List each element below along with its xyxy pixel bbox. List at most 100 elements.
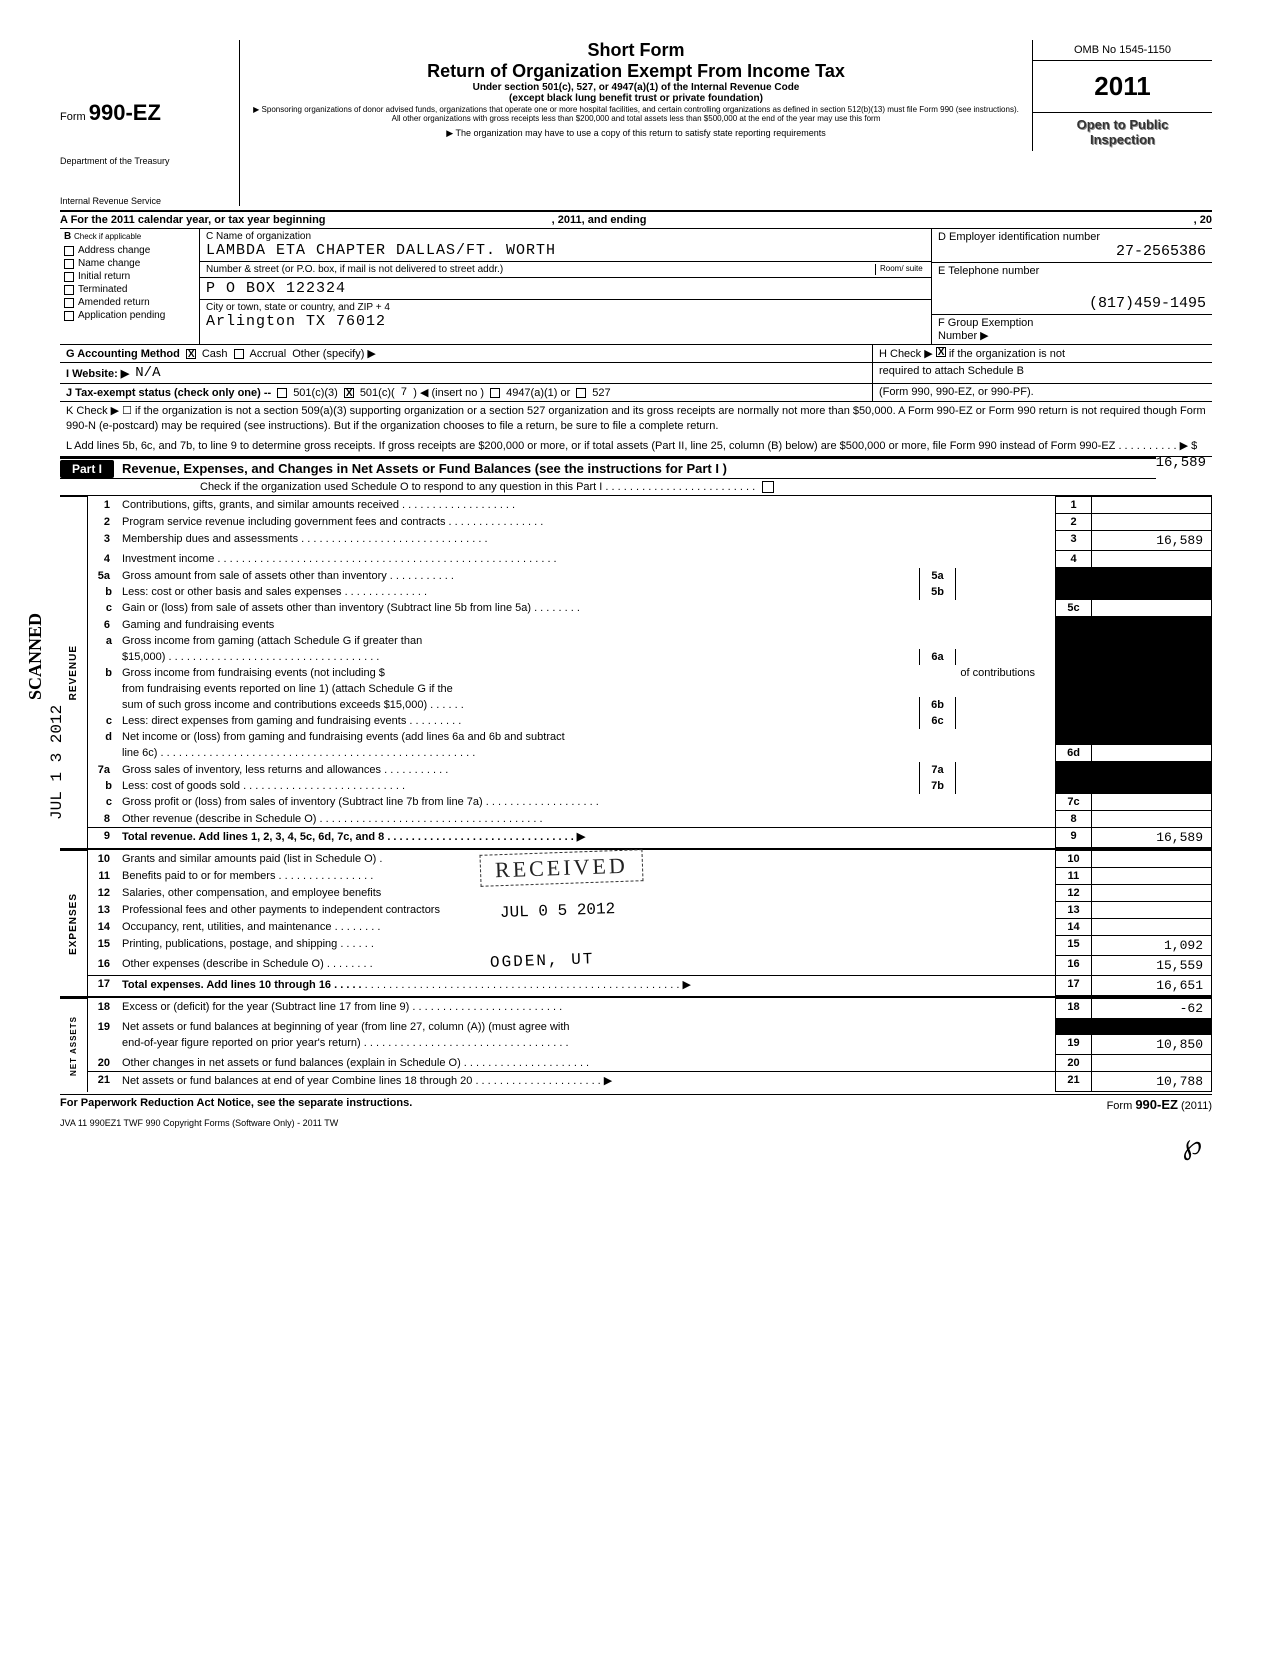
line-box: 3 xyxy=(1056,531,1092,551)
chk-name-change[interactable]: Name change xyxy=(60,257,199,270)
inner-box: 7a xyxy=(920,762,956,778)
omb-number: OMB No 1545-1150 xyxy=(1033,40,1212,61)
line-desc: Less: cost of goods sold . . . . . . . .… xyxy=(118,778,920,794)
shade-cell xyxy=(1056,584,1092,600)
scanned-stamp: SCANNED xyxy=(25,613,46,700)
city-row: City or town, state or country, and ZIP … xyxy=(200,300,931,332)
line-val xyxy=(1092,514,1212,531)
footer-right: Form 990-EZ (2011) xyxy=(1107,1097,1212,1112)
checkbox-4947-icon[interactable] xyxy=(490,388,500,398)
line-val xyxy=(1092,600,1212,617)
line-sub: c xyxy=(88,713,118,729)
line-box: 5c xyxy=(1056,600,1092,617)
tel-row: E Telephone number (817)459-1495 xyxy=(932,263,1212,315)
shade-cell xyxy=(1056,649,1092,665)
h-check-2: required to attach Schedule B xyxy=(872,363,1212,383)
inner-val xyxy=(956,649,1056,665)
line-num: 4 xyxy=(88,551,118,568)
city-value: Arlington TX 76012 xyxy=(206,313,925,330)
footer-year: (2011) xyxy=(1178,1100,1212,1112)
tel-spacer xyxy=(938,277,1206,295)
line-num: 20 xyxy=(88,1055,118,1072)
col-b-txt: Check if applicable xyxy=(74,232,141,241)
chk-terminated[interactable]: Terminated xyxy=(60,283,199,296)
shade-cell xyxy=(1056,762,1092,778)
checkbox-527-icon[interactable] xyxy=(576,388,586,398)
line-box: 8 xyxy=(1056,811,1092,828)
chk-label: Initial return xyxy=(78,271,130,282)
subtitle-except: (except black lung benefit trust or priv… xyxy=(250,93,1022,104)
line-desc: Investment income . . . . . . . . . . . … xyxy=(118,551,1056,568)
inner-val xyxy=(956,584,1056,600)
line-val xyxy=(1092,551,1212,568)
line-box: 20 xyxy=(1056,1055,1092,1072)
line-num: 8 xyxy=(88,811,118,828)
chk-application-pending[interactable]: Application pending xyxy=(60,309,199,322)
assets-table: 18Excess or (deficit) for the year (Subt… xyxy=(88,998,1212,1092)
tax-year: 2011 xyxy=(1033,61,1212,113)
expenses-table: 10Grants and similar amounts paid (list … xyxy=(88,850,1212,996)
line-desc: Gross income from fundraising events (no… xyxy=(118,665,920,681)
line-box: 17 xyxy=(1056,976,1092,996)
inner-box: 6a xyxy=(920,649,956,665)
line-val: 10,788 xyxy=(1092,1072,1212,1092)
checkbox-icon[interactable] xyxy=(64,272,74,282)
checkbox-501c-icon[interactable] xyxy=(344,388,354,398)
shade-cell xyxy=(1092,568,1212,584)
checkbox-icon[interactable] xyxy=(64,259,74,269)
org-name-value: LAMBDA ETA CHAPTER DALLAS/FT. WORTH xyxy=(206,242,925,259)
inner-box: 5a xyxy=(920,568,956,584)
shade-cell xyxy=(1056,665,1092,681)
checkbox-schedule-o-icon[interactable] xyxy=(762,481,774,493)
line-box: 12 xyxy=(1056,885,1092,902)
line-val xyxy=(1092,745,1212,762)
header-left: Form 990-EZ Department of the Treasury I… xyxy=(60,40,240,206)
line-num: 12 xyxy=(88,885,118,902)
subtitle-code: Under section 501(c), 527, or 4947(a)(1)… xyxy=(250,82,1022,93)
chk-label: Terminated xyxy=(78,284,127,295)
paperwork-notice: For Paperwork Reduction Act Notice, see … xyxy=(60,1097,412,1109)
line-box: 6d xyxy=(1056,745,1092,762)
shade-cell xyxy=(1056,568,1092,584)
line-desc: Gross profit or (loss) from sales of inv… xyxy=(118,794,1056,811)
cash-label: Cash xyxy=(202,348,228,360)
chk-initial-return[interactable]: Initial return xyxy=(60,270,199,283)
col-b: B Check if applicable Address change Nam… xyxy=(60,229,200,344)
part1-check-text: Check if the organization used Schedule … xyxy=(200,481,755,493)
checkbox-icon[interactable] xyxy=(64,285,74,295)
line-val: 16,589 xyxy=(1092,828,1212,848)
line-desc: Contributions, gifts, grants, and simila… xyxy=(118,497,1056,514)
checkbox-cash-icon[interactable] xyxy=(186,349,196,359)
chk-label: Name change xyxy=(78,258,140,269)
i-label: I Website: ▶ xyxy=(66,367,129,380)
line-desc: line 6c) . . . . . . . . . . . . . . . .… xyxy=(118,745,1056,762)
checkbox-accrual-icon[interactable] xyxy=(234,349,244,359)
line-num: 18 xyxy=(88,999,118,1019)
shade-cell xyxy=(1092,778,1212,794)
line-sub: b xyxy=(88,584,118,600)
col-b-header: B Check if applicable xyxy=(60,229,199,244)
line-box: 10 xyxy=(1056,851,1092,868)
tel-value: (817)459-1495 xyxy=(938,295,1206,312)
line-val: 10,850 xyxy=(1092,1035,1212,1055)
line-desc-bold: Total expenses. Add lines 10 through 16 … xyxy=(122,979,362,991)
line-val xyxy=(1092,1055,1212,1072)
checkbox-icon[interactable] xyxy=(64,246,74,256)
shade-cell xyxy=(1092,697,1212,713)
checkbox-icon[interactable] xyxy=(64,311,74,321)
shade-cell xyxy=(1092,713,1212,729)
dept-treasury: Department of the Treasury xyxy=(60,156,231,166)
chk-address-change[interactable]: Address change xyxy=(60,244,199,257)
line-val: 15,559 xyxy=(1092,956,1212,976)
line-box: 16 xyxy=(1056,956,1092,976)
line-desc: Less: direct expenses from gaming and fu… xyxy=(118,713,920,729)
checkbox-h-icon[interactable] xyxy=(936,347,946,357)
shade-cell xyxy=(1092,633,1212,649)
chk-amended-return[interactable]: Amended return xyxy=(60,296,199,309)
inner-box: 6b xyxy=(920,697,956,713)
ein-label: D Employer identification number xyxy=(938,231,1206,243)
grp-label2: Number ▶ xyxy=(938,329,1206,342)
checkbox-501c3-icon[interactable] xyxy=(277,388,287,398)
checkbox-icon[interactable] xyxy=(64,298,74,308)
c-label: 501(c)( xyxy=(360,387,395,399)
